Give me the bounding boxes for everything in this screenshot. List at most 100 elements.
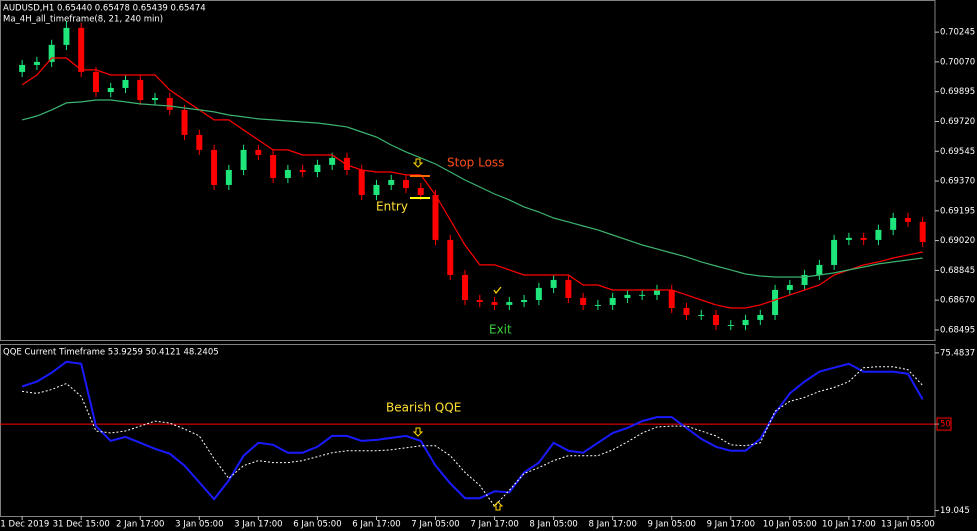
candle-body bbox=[860, 237, 867, 240]
y-tick-label: 0.68670 bbox=[940, 296, 975, 306]
x-tick-label: 9 Jan 17:00 bbox=[707, 520, 755, 530]
x-tick-label: 8 Jan 17:00 bbox=[588, 520, 636, 530]
candle-body bbox=[831, 239, 838, 265]
candle-body bbox=[373, 184, 380, 195]
x-tick-label: 31 Dec 15:00 bbox=[53, 520, 110, 530]
x-tick-label: 3 Jan 17:00 bbox=[234, 520, 282, 530]
qqe-title: QQE Current Timeframe 53.9259 50.4121 48… bbox=[3, 348, 219, 358]
candle-body bbox=[432, 194, 439, 240]
candle-body bbox=[565, 279, 572, 298]
candle-body bbox=[92, 71, 99, 93]
candle-body bbox=[402, 180, 409, 189]
candle-body bbox=[727, 325, 734, 327]
candle-body bbox=[447, 239, 454, 275]
candle-body bbox=[343, 157, 350, 170]
y-tick-label: 0.70070 bbox=[940, 57, 975, 67]
marks: 0.70245 0.70070 0.69895 0.69720 0.69545 0.693… bbox=[0, 21, 975, 530]
y-tick-label: 75.4837 bbox=[940, 348, 975, 358]
candle-body bbox=[713, 314, 720, 326]
candle-body bbox=[33, 61, 40, 65]
candle-body bbox=[919, 221, 926, 242]
candle-body bbox=[122, 79, 129, 88]
candle-body bbox=[742, 319, 749, 326]
candle-body bbox=[786, 285, 793, 290]
y-tick-label: 0.68495 bbox=[940, 325, 975, 335]
qqe-exit-arrow bbox=[492, 501, 504, 511]
exit-label: Exit bbox=[489, 323, 512, 337]
candle-body bbox=[535, 287, 542, 301]
candle-body bbox=[506, 302, 513, 305]
candle-body bbox=[388, 180, 395, 185]
candle-body bbox=[594, 304, 601, 306]
candle-body bbox=[816, 264, 823, 275]
y-tick-label: 0.69895 bbox=[940, 87, 975, 97]
x-tick-label: 13 Jan 05:00 bbox=[881, 520, 935, 530]
x-tick-label: 2 Jan 17:00 bbox=[116, 520, 164, 530]
bearish-qqe-label: Bearish QQE bbox=[386, 401, 461, 415]
stop-loss-label: Stop Loss bbox=[447, 156, 504, 170]
x-tick-label: 10 Jan 17:00 bbox=[822, 520, 876, 530]
y-tick-label: 0.69370 bbox=[940, 177, 975, 187]
candle-body bbox=[653, 289, 660, 295]
candle-body bbox=[609, 297, 616, 305]
x-tick-label: 9 Jan 05:00 bbox=[648, 520, 696, 530]
y-tick-label: 0.68845 bbox=[940, 266, 975, 276]
candle-body bbox=[772, 289, 779, 315]
y-tick-label: 0.70245 bbox=[940, 28, 975, 38]
candle-body bbox=[801, 274, 808, 286]
candle-body bbox=[314, 164, 321, 173]
candle-body bbox=[211, 149, 218, 185]
indicator-panel-frame bbox=[0, 344, 936, 517]
candle-body bbox=[137, 79, 144, 101]
x-tick-label: 10 Jan 05:00 bbox=[763, 520, 817, 530]
candle-body bbox=[299, 169, 306, 173]
price-panel-frame bbox=[0, 0, 936, 341]
candle-body bbox=[890, 217, 897, 230]
candle-body bbox=[196, 134, 203, 150]
candle-body bbox=[875, 229, 882, 240]
candle-body bbox=[476, 300, 483, 303]
candle-body bbox=[107, 87, 114, 93]
candle-body bbox=[668, 289, 675, 309]
y-tick-label: 0.69195 bbox=[940, 206, 975, 216]
sell-arrow bbox=[412, 158, 424, 168]
candle-body bbox=[624, 294, 631, 298]
candle-body bbox=[225, 169, 232, 185]
x-tick-label: 31 Dec 2019 bbox=[0, 520, 49, 530]
candle-body bbox=[48, 44, 55, 62]
y-tick-label: 0.69020 bbox=[940, 236, 975, 246]
candle-body bbox=[550, 279, 557, 288]
candle-body bbox=[63, 27, 70, 45]
entry-label: Entry bbox=[376, 200, 408, 214]
candle-body bbox=[639, 294, 646, 296]
indicator-line bbox=[21, 57, 923, 309]
indicator-line bbox=[22, 366, 924, 507]
candle-body bbox=[683, 308, 690, 315]
x-tick-label: 6 Jan 05:00 bbox=[293, 520, 341, 530]
indicator-line bbox=[21, 99, 923, 278]
candle-body bbox=[845, 237, 852, 240]
candle-body bbox=[521, 300, 528, 303]
candle-body bbox=[181, 109, 188, 135]
candle-body bbox=[417, 188, 424, 195]
candle-body bbox=[358, 169, 365, 195]
y-tick-label: 50 bbox=[940, 420, 951, 430]
candle-body bbox=[698, 314, 705, 316]
candle-body bbox=[240, 149, 247, 170]
x-tick-label: 8 Jan 05:00 bbox=[529, 520, 577, 530]
candle-body bbox=[329, 157, 336, 165]
candle-body bbox=[255, 149, 262, 156]
x-tick-label: 3 Jan 05:00 bbox=[175, 520, 223, 530]
level-label-box bbox=[936, 417, 952, 431]
exit-check bbox=[493, 286, 502, 295]
candle-body bbox=[270, 155, 277, 178]
qqe-sell-arrow bbox=[412, 427, 424, 437]
candle-body bbox=[904, 217, 911, 222]
chart-title: AUDUSD,H1 0.65440 0.65478 0.65439 0.6547… bbox=[3, 4, 206, 14]
indicator-label: Ma_4H_all_timeframe(8, 21, 240 min) bbox=[3, 15, 163, 25]
y-tick-label: 0.69545 bbox=[940, 147, 975, 157]
candle-body bbox=[580, 297, 587, 305]
y-tick-label: 0.69720 bbox=[940, 117, 975, 127]
candle-body bbox=[166, 97, 173, 110]
